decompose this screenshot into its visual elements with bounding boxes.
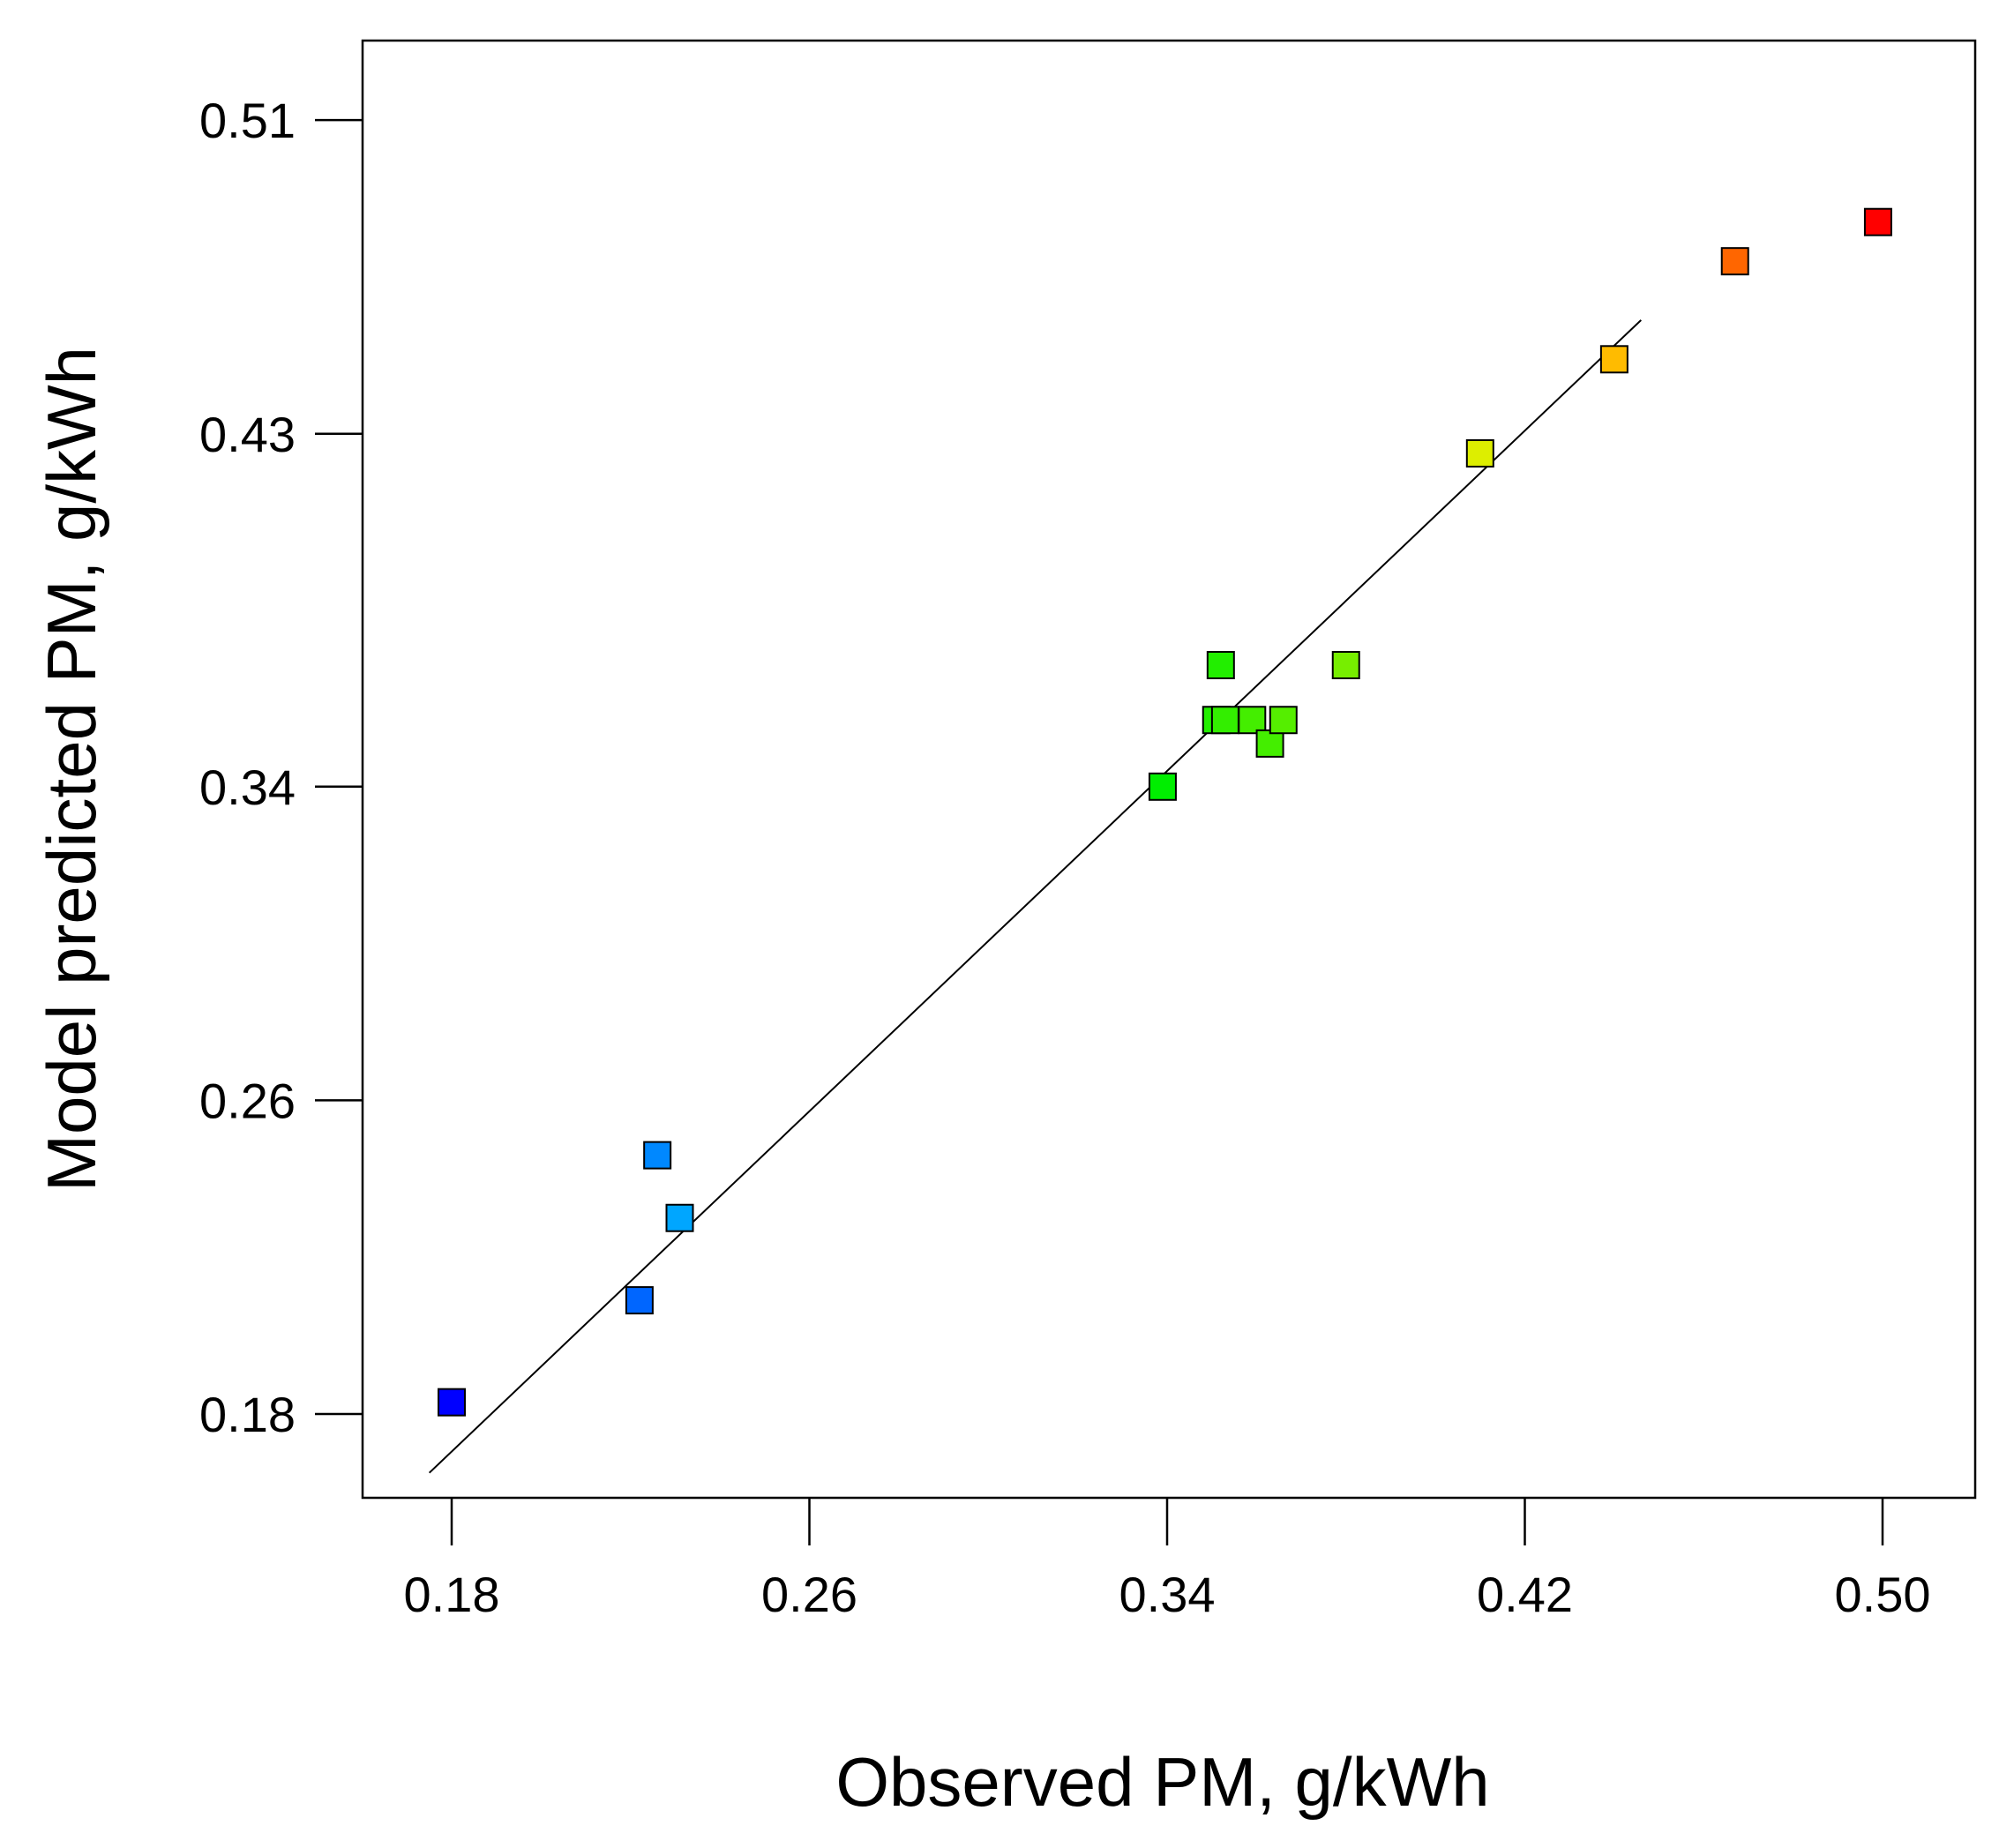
x-axis-label: Observed PM, g/kWh [835,1743,1489,1821]
y-tick-label: 0.34 [199,759,296,815]
data-point [1269,706,1298,735]
y-axis-label: Model predicted PM, g/kWh [33,347,110,1192]
y-tick-label: 0.18 [199,1387,296,1442]
data-point [1210,706,1239,735]
y-tick-label: 0.43 [199,407,296,462]
x-tick-label: 0.42 [1477,1567,1573,1622]
data-point [1206,651,1235,680]
x-tick-label: 0.34 [1119,1567,1216,1622]
plot-frame [361,39,1977,1500]
data-point [1599,345,1628,374]
data-point [665,1203,694,1232]
data-point [1255,729,1284,758]
data-point [643,1141,672,1170]
data-point [1148,772,1177,801]
x-tick-label: 0.50 [1835,1567,1931,1622]
x-tick-label: 0.18 [404,1567,500,1622]
y-axis: 0.18 0.26 0.34 0.43 0.51 [199,93,363,1442]
fit-line [428,319,1642,1474]
data-point [1863,207,1892,236]
data-point [1238,706,1267,735]
y-tick-label: 0.26 [199,1073,296,1128]
data-point [1465,438,1494,468]
data-point [1720,247,1749,276]
data-point [625,1286,654,1315]
data-point [438,1388,466,1417]
data-points [438,207,1892,1417]
x-axis: 0.18 0.26 0.34 0.42 0.50 [404,1498,1931,1622]
y-tick-label: 0.51 [199,93,296,148]
data-point [1331,651,1360,680]
x-tick-label: 0.26 [761,1567,857,1622]
